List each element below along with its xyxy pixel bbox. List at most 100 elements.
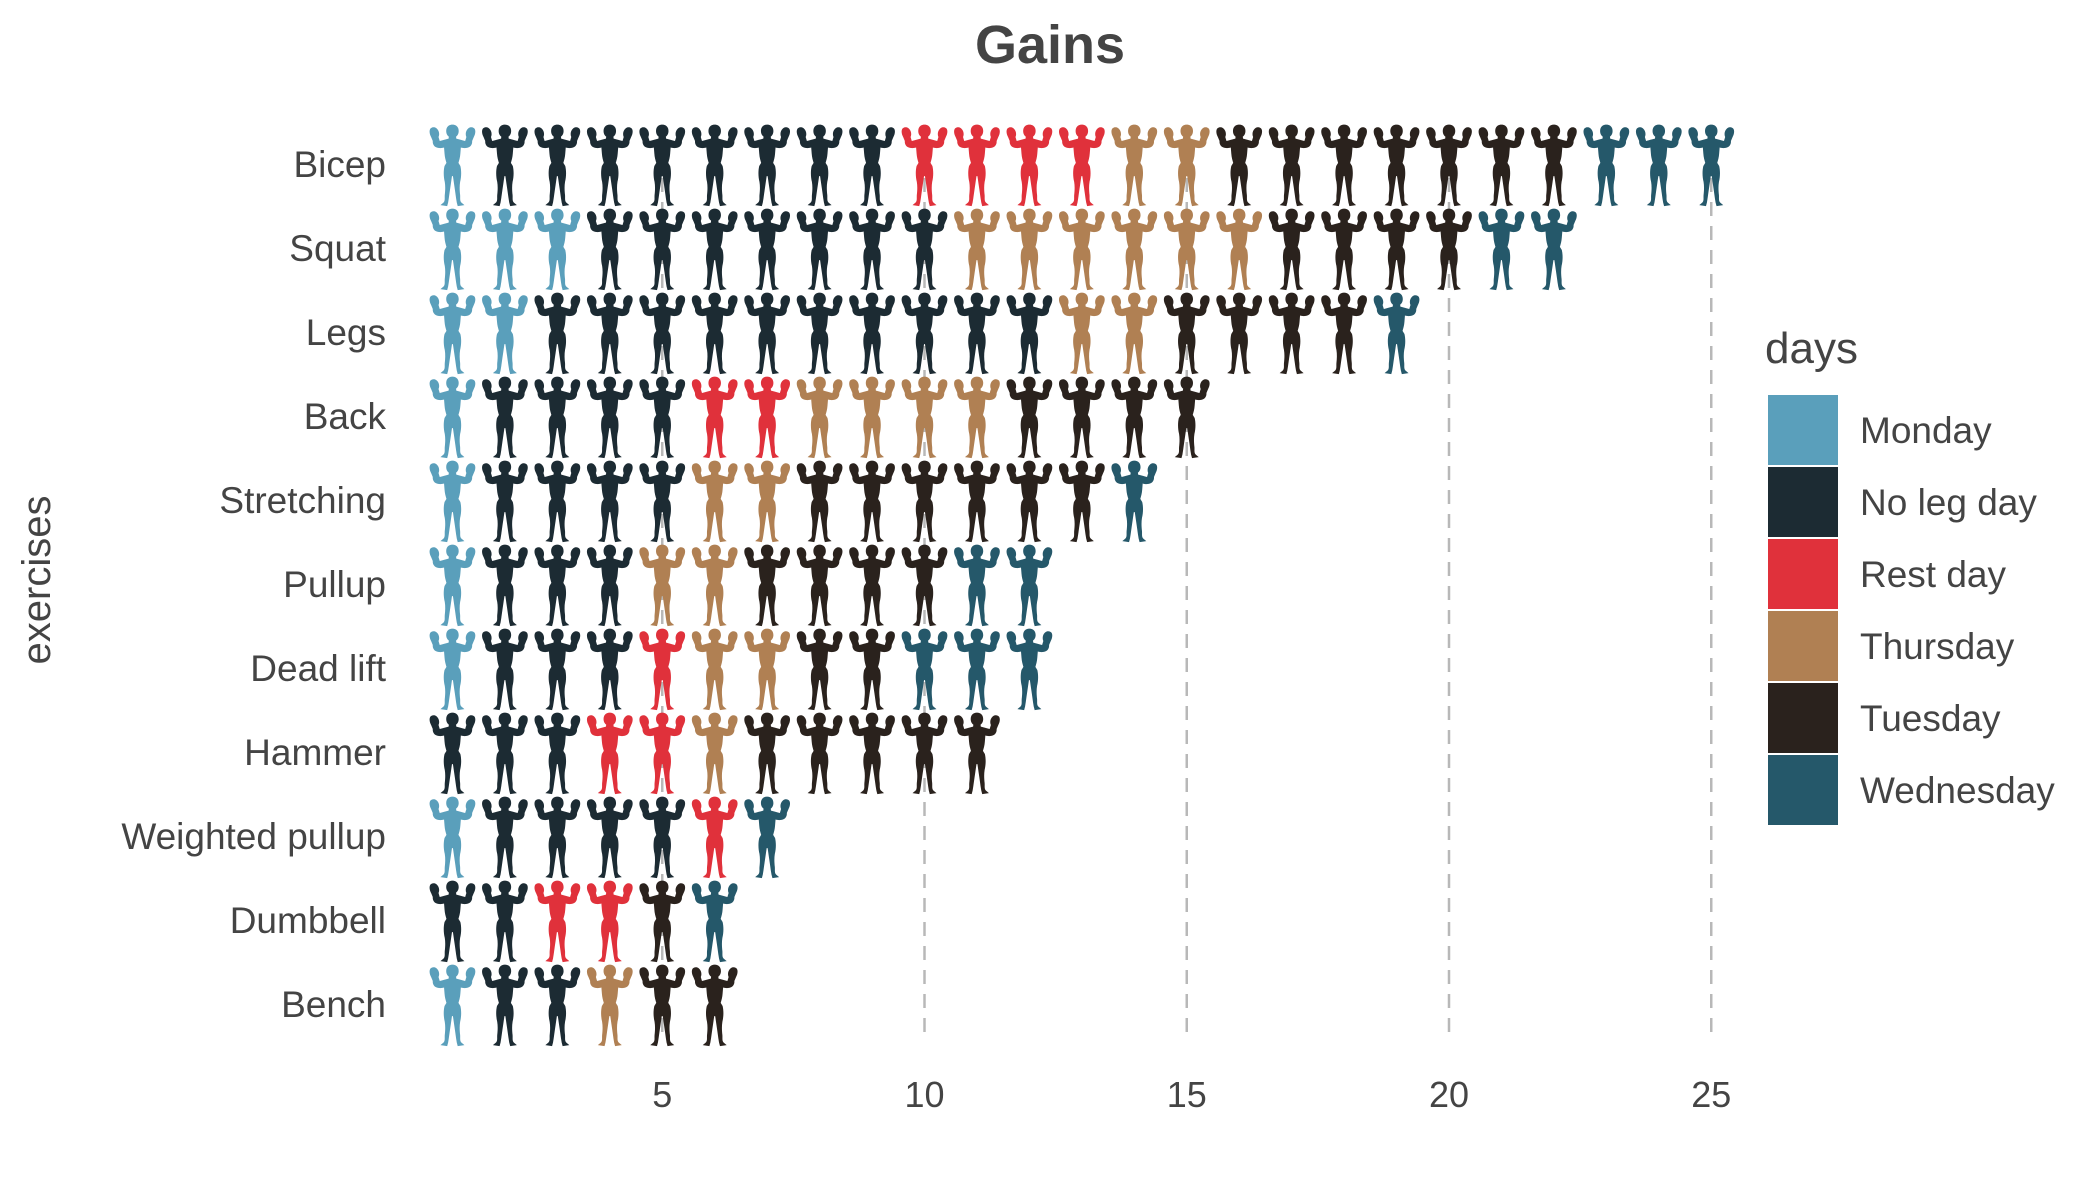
icon-bench-tuesday	[639, 964, 686, 1047]
category-label-dumbbell: Dumbbell	[230, 900, 386, 941]
icon-bicep-wednesday	[1688, 124, 1735, 207]
icon-bench-no-leg-day	[482, 964, 528, 1047]
icon-dead-lift-rest-day	[639, 628, 686, 711]
icon-legs-wednesday	[1373, 292, 1420, 375]
icon-dumbbell-wednesday	[691, 880, 738, 963]
icon-dumbbell-no-leg-day	[429, 880, 476, 963]
icon-pullup-no-leg-day	[586, 544, 633, 627]
icon-stretching-monday	[429, 460, 476, 543]
icon-back-no-leg-day	[534, 376, 581, 459]
icon-legs-no-leg-day	[639, 292, 686, 375]
icon-bicep-tuesday	[1426, 124, 1472, 207]
icon-weighted-pullup-no-leg-day	[534, 796, 581, 879]
icon-stretching-tuesday	[1006, 460, 1053, 543]
icon-legs-no-leg-day	[586, 292, 633, 375]
icon-squat-wednesday	[1478, 208, 1525, 291]
icon-dead-lift-thursday	[691, 628, 738, 711]
icon-squat-tuesday	[1268, 208, 1315, 291]
icon-stretching-wednesday	[1111, 460, 1158, 543]
x-tick-label: 15	[1167, 1074, 1207, 1115]
icon-dead-lift-monday	[429, 628, 476, 711]
icon-legs-no-leg-day	[744, 292, 791, 375]
icon-stretching-thursday	[744, 460, 791, 543]
icon-hammer-tuesday	[954, 712, 1000, 795]
icon-bicep-rest-day	[954, 124, 1000, 207]
category-label-weighted-pullup: Weighted pullup	[121, 816, 386, 857]
icon-hammer-tuesday	[796, 712, 843, 795]
icon-legs-no-leg-day	[901, 292, 948, 375]
icon-weighted-pullup-no-leg-day	[482, 796, 528, 879]
icon-legs-tuesday	[1163, 292, 1210, 375]
y-axis-title: exercises	[15, 496, 59, 665]
icon-bicep-no-leg-day	[482, 124, 528, 207]
icon-pullup-thursday	[691, 544, 738, 627]
icon-squat-thursday	[1216, 208, 1263, 291]
icon-stretching-tuesday	[901, 460, 948, 543]
icon-legs-monday	[429, 292, 476, 375]
icon-pullup-tuesday	[796, 544, 843, 627]
x-tick-label: 5	[652, 1074, 672, 1115]
icon-back-rest-day	[744, 376, 791, 459]
icon-dumbbell-rest-day	[534, 880, 581, 963]
legend-swatch-monday	[1766, 393, 1840, 467]
icon-bicep-rest-day	[1058, 124, 1105, 207]
icon-squat-no-leg-day	[691, 208, 738, 291]
legend-label-tuesday: Tuesday	[1860, 698, 2001, 739]
legend: days Monday No leg day Rest day Thursday Tue…	[1765, 324, 2055, 827]
icon-hammer-no-leg-day	[429, 712, 476, 795]
icon-dead-lift-wednesday	[954, 628, 1000, 711]
icon-legs-no-leg-day	[954, 292, 1000, 375]
icon-stretching-no-leg-day	[534, 460, 581, 543]
x-tick-label: 25	[1691, 1074, 1731, 1115]
icon-hammer-rest-day	[586, 712, 633, 795]
icon-back-tuesday	[1006, 376, 1053, 459]
category-label-dead-lift: Dead lift	[250, 648, 386, 689]
icon-bicep-rest-day	[901, 124, 948, 207]
icon-bench-thursday	[586, 964, 633, 1047]
icon-hammer-no-leg-day	[534, 712, 581, 795]
icon-bicep-tuesday	[1216, 124, 1263, 207]
icon-stretching-tuesday	[1058, 460, 1105, 543]
icon-squat-no-leg-day	[849, 208, 895, 291]
icon-bicep-monday	[429, 124, 476, 207]
icon-bench-monday	[429, 964, 476, 1047]
icon-back-rest-day	[691, 376, 738, 459]
icon-squat-thursday	[1058, 208, 1105, 291]
icon-squat-monday	[482, 208, 528, 291]
category-label-squat: Squat	[289, 228, 386, 269]
icon-weighted-pullup-no-leg-day	[586, 796, 633, 879]
icon-bicep-no-leg-day	[691, 124, 738, 207]
icon-dead-lift-tuesday	[796, 628, 843, 711]
icon-squat-no-leg-day	[796, 208, 843, 291]
icon-back-tuesday	[1111, 376, 1158, 459]
icon-bicep-no-leg-day	[639, 124, 686, 207]
icon-back-no-leg-day	[586, 376, 633, 459]
icon-weighted-pullup-rest-day	[691, 796, 738, 879]
icon-weighted-pullup-monday	[429, 796, 476, 879]
icon-bicep-no-leg-day	[796, 124, 843, 207]
icon-legs-thursday	[1058, 292, 1105, 375]
icon-squat-no-leg-day	[744, 208, 791, 291]
legend-label-wednesday: Wednesday	[1860, 770, 2055, 811]
icon-back-monday	[429, 376, 476, 459]
icon-legs-no-leg-day	[691, 292, 738, 375]
icon-dead-lift-no-leg-day	[482, 628, 528, 711]
icon-stretching-tuesday	[954, 460, 1000, 543]
icon-legs-tuesday	[1216, 292, 1263, 375]
icon-pullup-monday	[429, 544, 476, 627]
icon-dumbbell-rest-day	[586, 880, 633, 963]
icon-dead-lift-wednesday	[901, 628, 948, 711]
category-label-hammer: Hammer	[244, 732, 386, 773]
x-tick-label: 20	[1429, 1074, 1469, 1115]
icon-squat-wednesday	[1531, 208, 1577, 291]
icon-bicep-tuesday	[1531, 124, 1577, 207]
icon-legs-monday	[482, 292, 528, 375]
category-label-stretching: Stretching	[219, 480, 386, 521]
icon-pullup-no-leg-day	[534, 544, 581, 627]
icon-squat-monday	[534, 208, 581, 291]
icon-bicep-tuesday	[1268, 124, 1315, 207]
legend-swatch-wednesday	[1766, 753, 1840, 827]
vertical-gridlines	[661, 130, 1713, 1040]
icon-stretching-no-leg-day	[586, 460, 633, 543]
